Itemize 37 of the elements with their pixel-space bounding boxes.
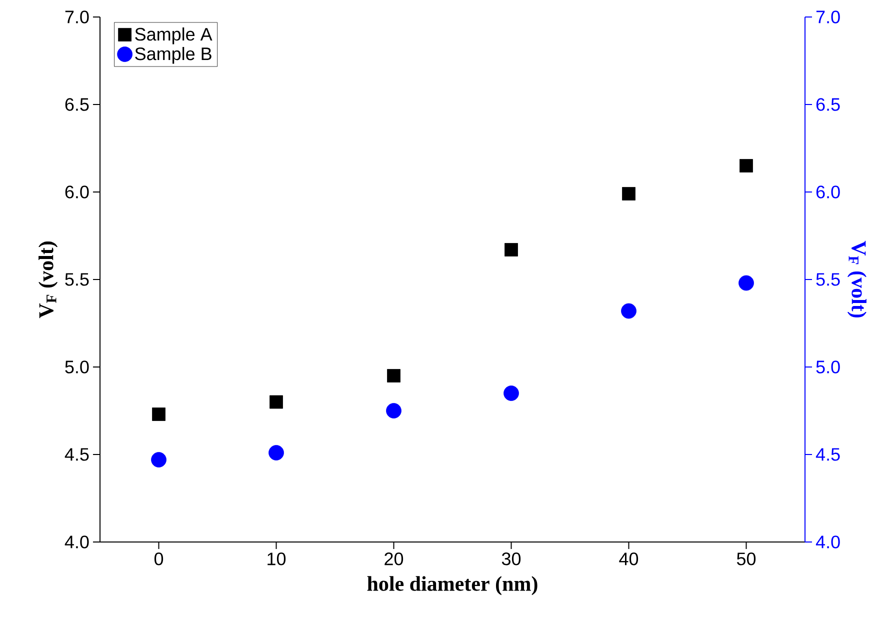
point <box>738 275 754 291</box>
x-tick-label: 10 <box>268 552 286 566</box>
point <box>622 187 636 200</box>
point <box>504 243 518 256</box>
point <box>268 445 284 460</box>
point <box>151 452 166 468</box>
y-axis-title: V$_{F}$ (volt) <box>38 242 58 318</box>
point <box>386 403 402 418</box>
y-tick-label: 5.5 <box>65 273 89 286</box>
point <box>504 386 519 401</box>
point <box>621 303 636 319</box>
y-tick-label: 6.0 <box>65 186 89 198</box>
x-tick-label: 20 <box>384 552 404 566</box>
point <box>270 395 283 409</box>
y2-tick-label: 5.0 <box>816 360 840 374</box>
x-tick-label: 50 <box>736 552 756 566</box>
x-axis-title: hole diameter (nm) <box>367 576 538 596</box>
y-tick-label: 4.5 <box>64 448 89 461</box>
y-tick-label: 7.0 <box>65 10 89 24</box>
y2-tick-label: 5.5 <box>816 273 840 286</box>
y2-tick-label: 6.0 <box>816 186 840 198</box>
point <box>387 369 400 382</box>
y-tick-label: 5.0 <box>65 360 89 374</box>
x-tick-label: 40 <box>619 552 638 566</box>
y2-tick-label: 4.5 <box>816 448 840 461</box>
x-tick-label: 0 <box>154 552 164 566</box>
legend-label: Sample B <box>135 46 212 64</box>
y2-tick-label: 4.0 <box>816 536 840 548</box>
y2-tick-label: 6.5 <box>816 98 840 111</box>
y-tick-label: 4.0 <box>64 536 89 548</box>
y2-axis-title: V$_{F}$ (volt) <box>847 240 866 318</box>
legend-label: Sample A <box>135 27 212 44</box>
y2-tick-label: 7.0 <box>816 10 840 24</box>
point <box>740 159 753 172</box>
y-tick-label: 6.5 <box>65 98 89 111</box>
x-tick-label: 30 <box>502 552 521 566</box>
point <box>152 408 166 421</box>
